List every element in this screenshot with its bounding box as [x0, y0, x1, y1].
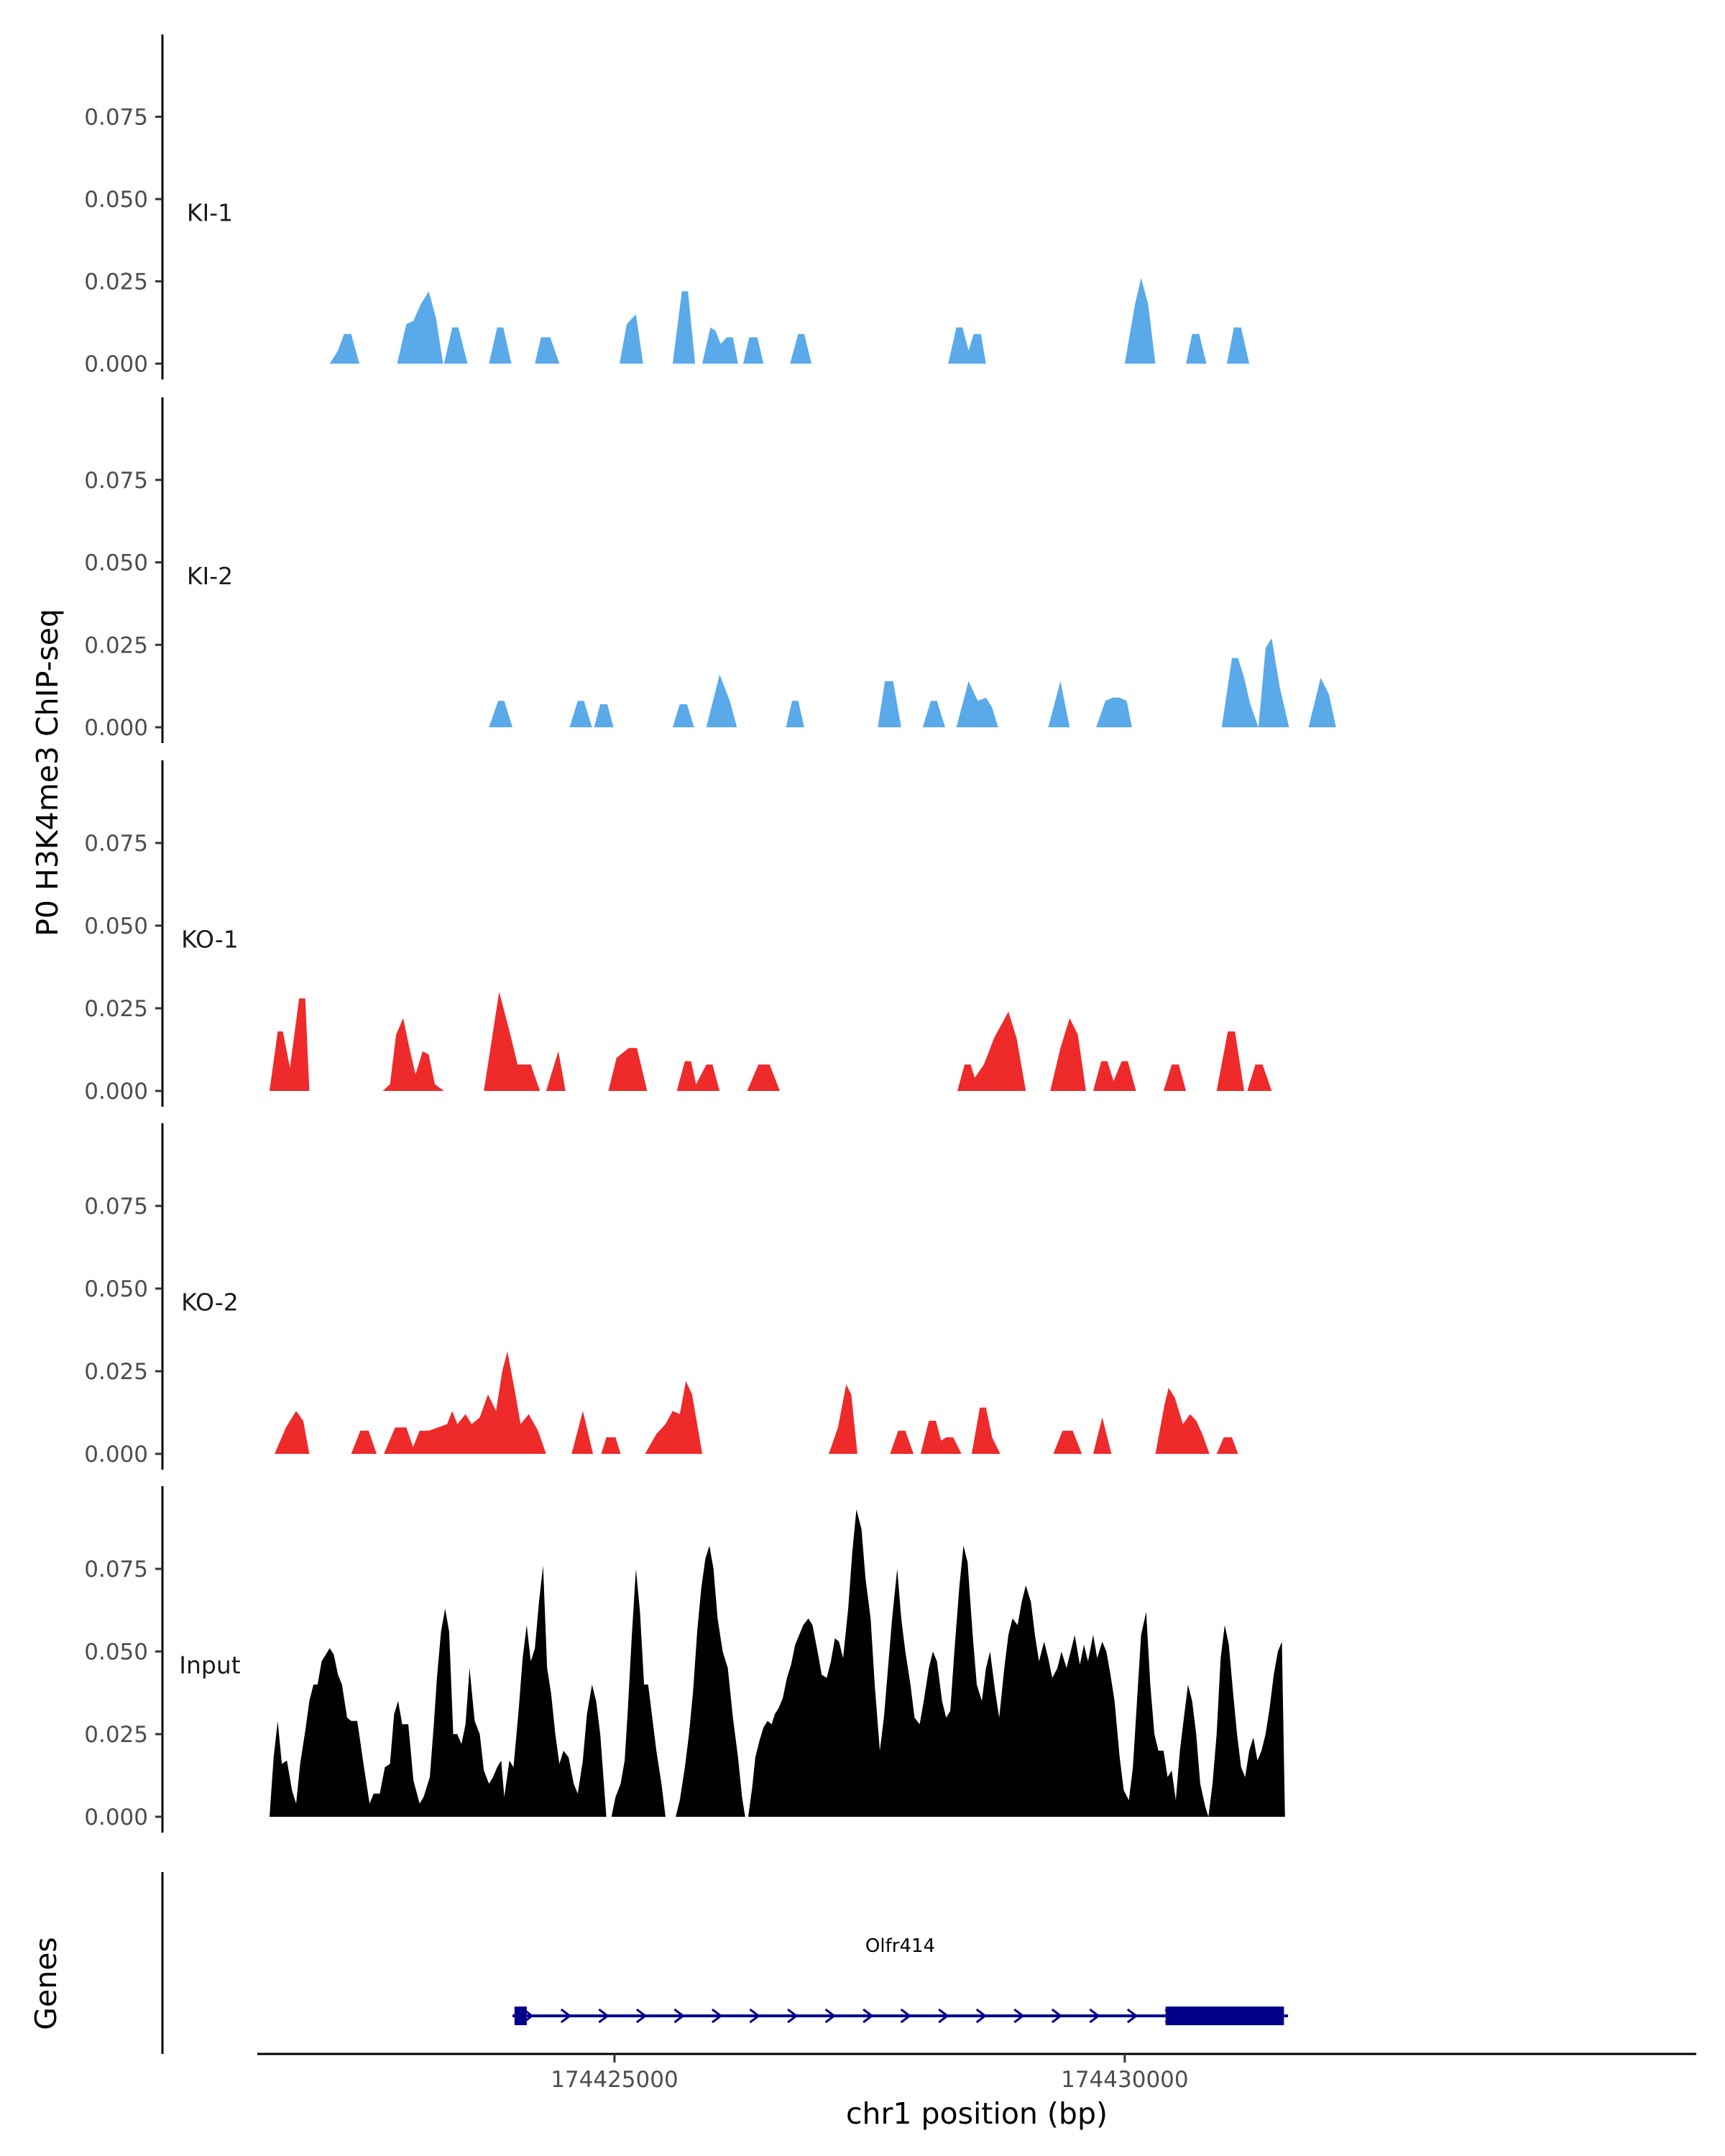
strand-arrow: [749, 2008, 760, 2024]
coverage-area-ko-1: [270, 992, 1272, 1091]
y-tick-label: 0.050: [84, 1639, 148, 1665]
strand-arrow: [938, 2008, 949, 2024]
y-tick-label: 0.050: [84, 913, 148, 939]
y-tick-label: 0.050: [84, 1276, 148, 1302]
y-tick-label: 0.000: [84, 1805, 148, 1830]
track-label: KO-2: [181, 1288, 239, 1316]
x-tick-label: 174430000: [1061, 2067, 1189, 2093]
x-axis-title: chr1 position (bp): [846, 2096, 1108, 2131]
strand-arrow: [712, 2008, 723, 2024]
strand-arrow: [560, 2008, 572, 2024]
x-axis: 174425000 174430000 chr1 position (bp): [257, 2053, 1696, 2131]
coverage-area-ki-2: [489, 638, 1336, 727]
strand-arrow: [1089, 2008, 1100, 2024]
coverage-area-ko-2: [275, 1351, 1238, 1454]
y-tick-label: 0.000: [84, 715, 148, 741]
track-ki-2: 0.000 0.025 0.050 0.075 KI-2: [84, 397, 1336, 743]
y-tick-label: 0.025: [84, 1359, 148, 1385]
strand-arrow: [1051, 2008, 1063, 2024]
y-tick-label: 0.075: [84, 105, 148, 131]
exon: [1165, 2007, 1284, 2025]
gene-track-title: Genes: [29, 1937, 63, 2030]
y-tick-label: 0.000: [84, 351, 148, 377]
track-ko-2: 0.000 0.025 0.050 0.075 KO-2: [84, 1123, 1238, 1470]
coverage-area-ki-1: [329, 277, 1250, 364]
track-label: Input: [179, 1651, 241, 1679]
y-tick-label: 0.075: [84, 1194, 148, 1220]
strand-arrow: [635, 2008, 648, 2024]
track-ki-1: 0.000 0.025 0.050 0.075 KI-1: [84, 34, 1250, 379]
exon: [514, 2007, 527, 2025]
y-tick-label: 0.050: [84, 550, 148, 576]
y-tick-label: 0.000: [84, 1079, 148, 1105]
y-axis-title: P0 H3K4me3 ChIP-seq: [30, 609, 65, 936]
x-tick-label: 174425000: [551, 2067, 678, 2093]
y-tick-label: 0.025: [84, 270, 148, 295]
tracks: 0.0000.0250.0500.075KI-10.0000.0250.0500…: [84, 34, 1336, 1833]
y-tick-label: 0.075: [84, 468, 148, 494]
strand-arrow: [900, 2008, 912, 2024]
y-tick-label: 0.075: [84, 831, 148, 857]
y-tick-label: 0.050: [84, 187, 148, 213]
strand-arrow: [975, 2008, 988, 2024]
y-tick-label: 0.075: [84, 1557, 148, 1583]
track-label: KI-1: [187, 198, 233, 226]
strand-arrow: [598, 2008, 610, 2024]
y-tick-label: 0.000: [84, 1442, 148, 1468]
strand-arrow: [673, 2008, 685, 2024]
x-ticks: 174425000 174430000: [551, 2054, 1189, 2093]
track-ko-1: 0.000 0.025 0.050 0.075 KO-1: [84, 760, 1272, 1107]
strand-arrow: [824, 2008, 837, 2024]
gene-label: Olfr414: [865, 1935, 935, 1957]
track-label: KO-1: [181, 925, 239, 953]
strand-arrow: [862, 2008, 874, 2024]
y-tick-label: 0.025: [84, 1722, 148, 1748]
strand-arrow: [1126, 2008, 1138, 2024]
y-tick-label: 0.025: [84, 632, 148, 658]
coverage-area-input: [270, 1509, 1285, 1817]
gene-track: Genes Olfr414: [29, 1872, 1289, 2054]
track-label: KI-2: [187, 562, 233, 590]
strand-arrow: [1013, 2008, 1025, 2024]
y-tick-label: 0.025: [84, 996, 148, 1022]
gene-model: [512, 2007, 1289, 2025]
strand-arrow: [787, 2008, 799, 2024]
track-input: 0.000 0.025 0.050 0.075 Input: [84, 1486, 1285, 1833]
